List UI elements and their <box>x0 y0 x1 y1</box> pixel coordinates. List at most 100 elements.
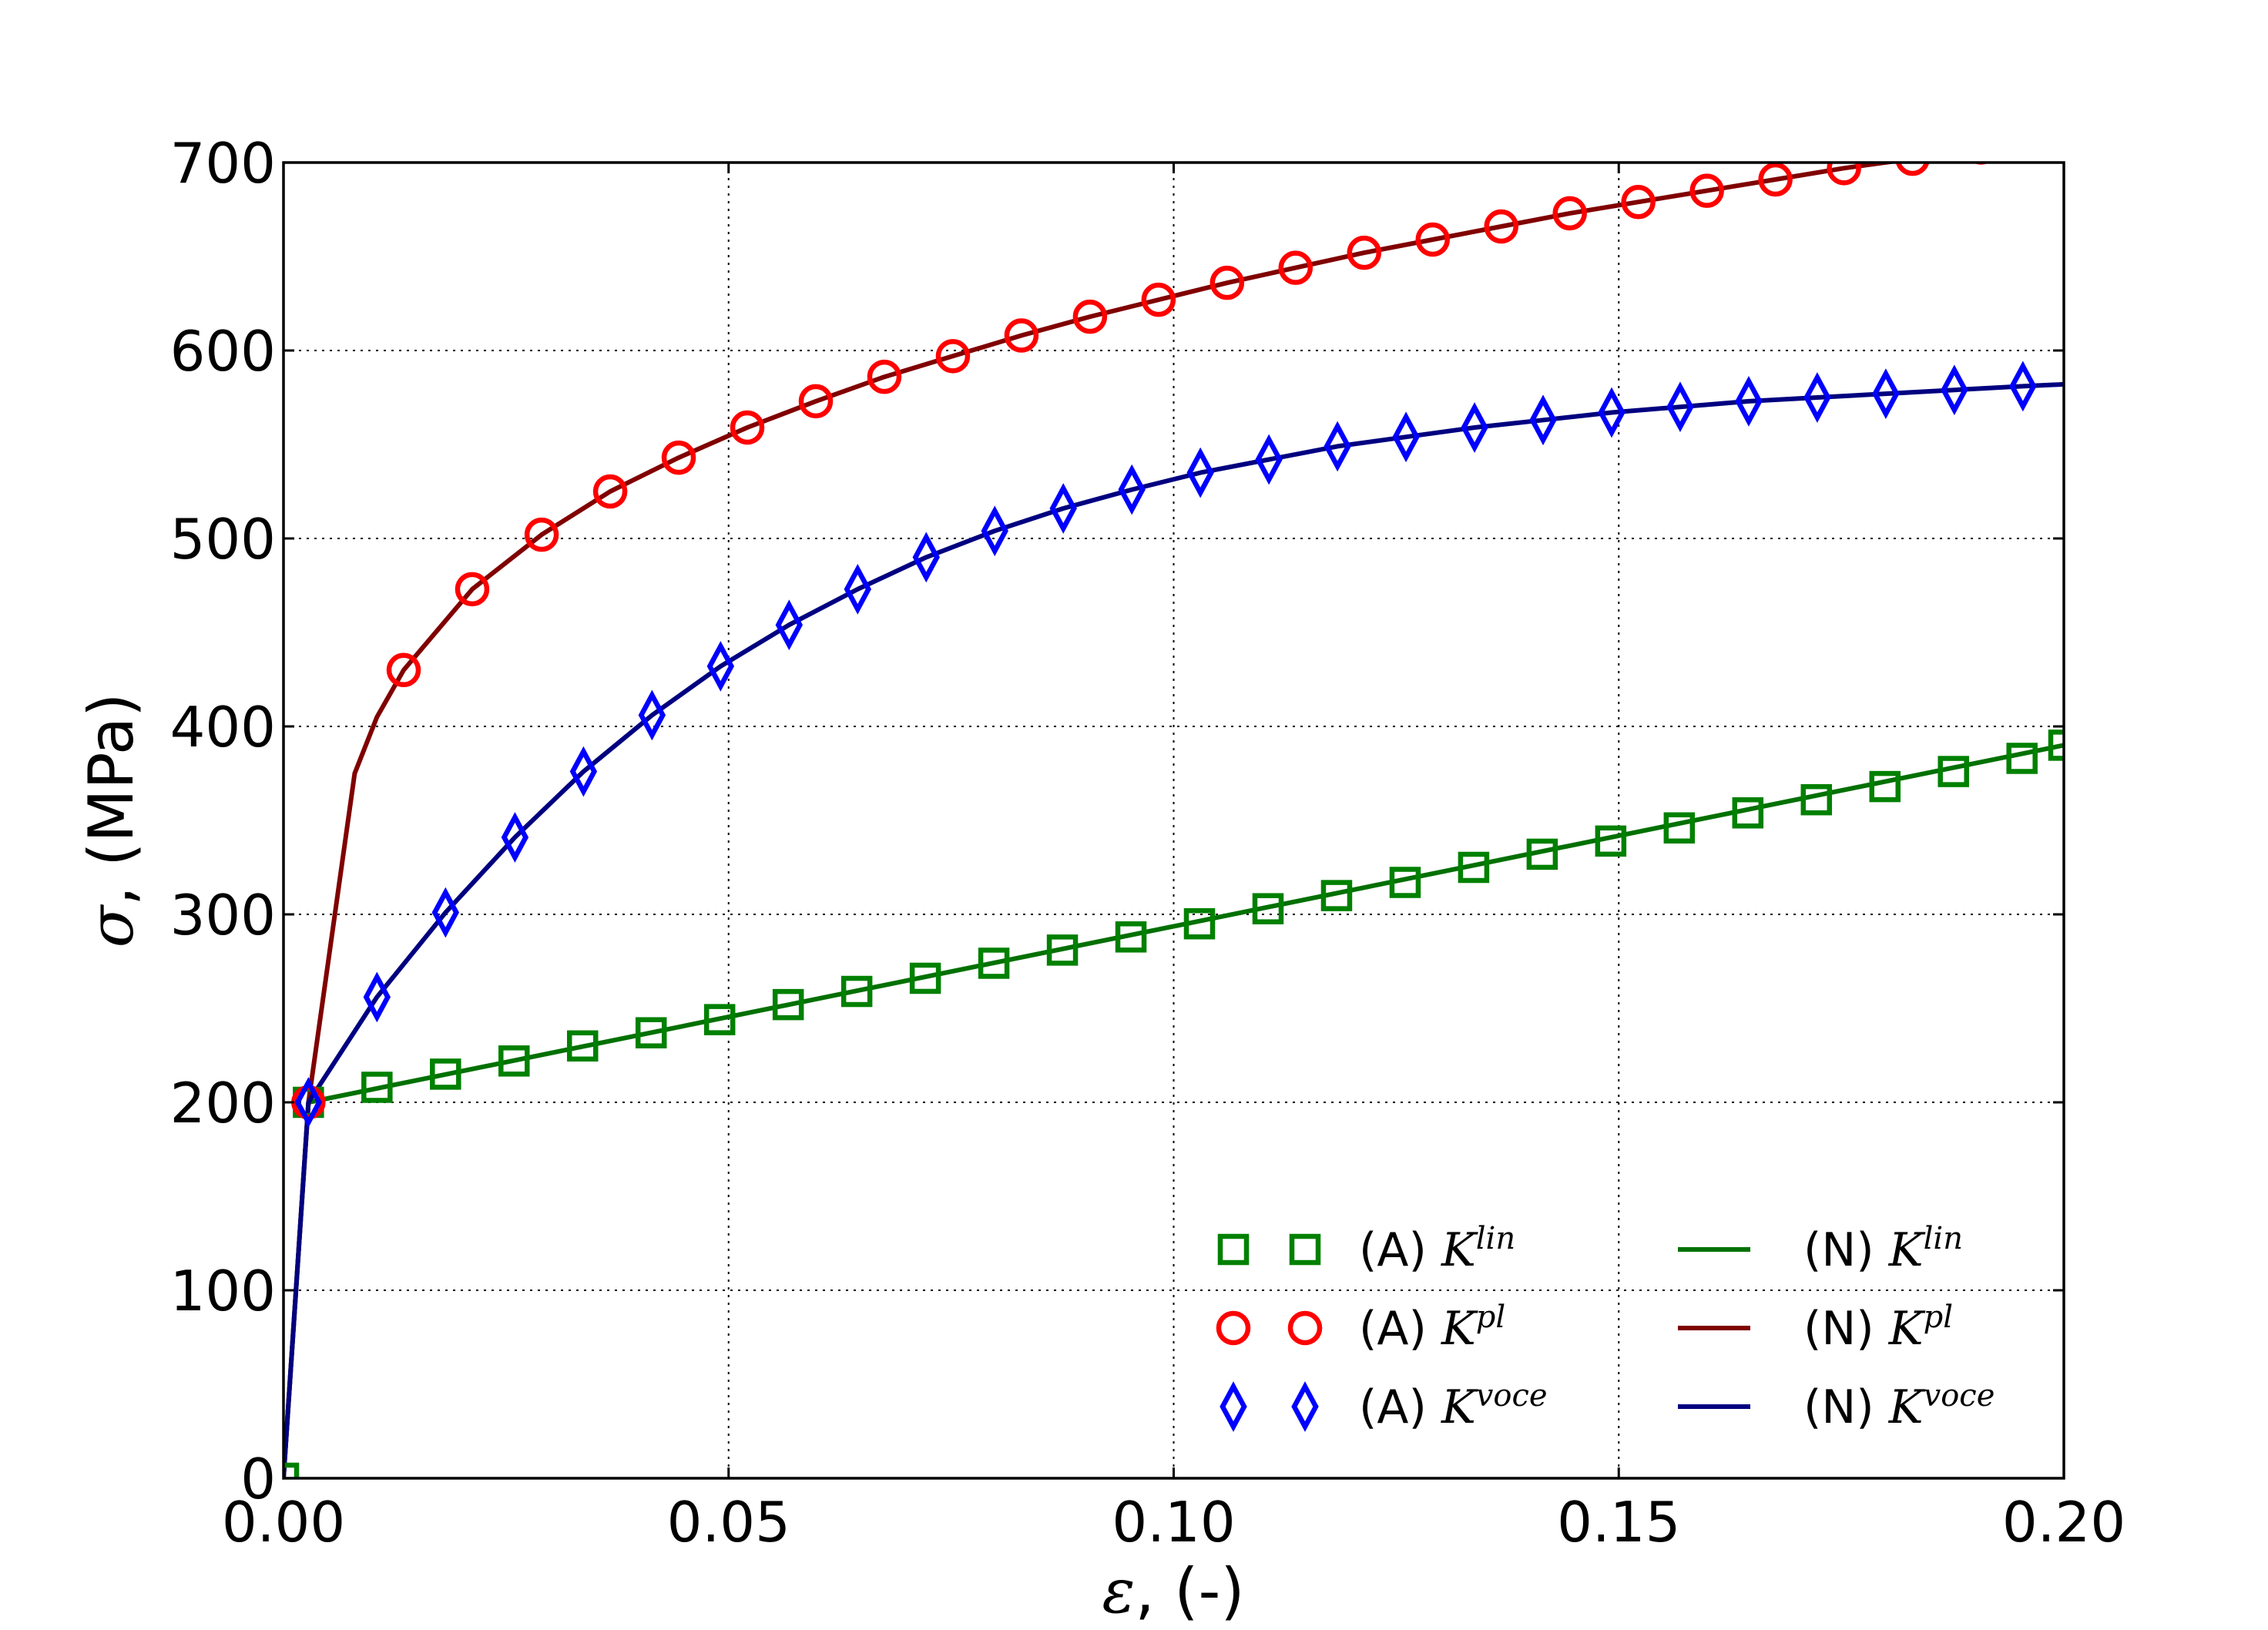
y-tick-label: 300 <box>170 883 276 947</box>
data-point-circle <box>386 652 421 688</box>
x-tick-label: 0.15 <box>1557 1490 1680 1555</box>
data-point-circle <box>1827 163 1861 186</box>
data-point-diamond <box>1735 376 1763 427</box>
data-point-diamond <box>1255 434 1283 485</box>
data-point-square <box>772 988 804 1021</box>
data-point-circle <box>1209 265 1245 300</box>
data-point-square <box>1732 797 1764 829</box>
data-point-diamond <box>363 971 391 1023</box>
y-tick-label: 400 <box>170 695 276 760</box>
data-point-circle <box>1689 173 1724 208</box>
data-point-circle <box>1278 250 1313 285</box>
series-lines <box>284 163 2064 1478</box>
x-axis-label-text: , (-) <box>1135 1555 1244 1627</box>
data-point-circle <box>1004 318 1039 353</box>
data-point-square <box>1115 921 1147 953</box>
y-tick-label: 100 <box>170 1259 276 1323</box>
data-point-square <box>1252 893 1284 924</box>
data-point-circle <box>455 572 490 607</box>
y-axis-symbol: σ <box>75 904 147 947</box>
data-point-diamond <box>1461 402 1488 453</box>
legend-label: (A) Kvoce <box>1359 1378 1548 1434</box>
data-point-circle <box>798 384 834 419</box>
data-point-circle <box>592 474 628 509</box>
y-tick-label: 0 <box>240 1447 276 1511</box>
data-point-circle <box>1484 209 1518 244</box>
data-point-square <box>1938 756 1969 787</box>
x-axis-label: ε, (-) <box>1102 1555 1244 1627</box>
x-tick-label: 0.10 <box>1112 1490 1235 1555</box>
data-point-square <box>1595 825 1627 857</box>
legend-label: (A) Klin <box>1359 1221 1515 1277</box>
data-point-diamond <box>1803 372 1831 423</box>
y-tick-label: 500 <box>170 507 276 572</box>
data-point-diamond <box>638 689 666 741</box>
data-point-circle <box>1552 196 1587 231</box>
legend-label: (A) Kpl <box>1359 1300 1505 1356</box>
data-point-diamond <box>1049 483 1077 534</box>
axis-ticks: 0.00 0.05 0.10 0.15 0.20 0 100 200 300 400 500 600 7… <box>170 131 2126 1555</box>
y-tick-label: 200 <box>170 1071 276 1135</box>
data-point-diamond <box>844 564 871 615</box>
y-axis-label: σ, (MPa) <box>75 693 147 948</box>
data-point-square <box>1046 934 1079 966</box>
x-tick-label: 0.00 <box>222 1490 345 1555</box>
legend-marker-square <box>1217 1233 1250 1266</box>
y-tick-label: 700 <box>170 131 276 196</box>
data-point-circle <box>661 440 696 475</box>
y-tick-label: 600 <box>170 319 276 384</box>
legend-marker-circle <box>1287 1310 1323 1346</box>
data-point-square <box>1526 838 1558 870</box>
data-point-circle <box>1141 282 1176 317</box>
data-point-circle <box>524 517 559 552</box>
data-point-diamond <box>1186 447 1214 498</box>
data-point-square <box>1869 770 1901 803</box>
data-point-square <box>978 947 1010 979</box>
data-point-diamond <box>1872 368 1900 419</box>
data-point-circle <box>935 339 971 374</box>
data-point-diamond <box>501 812 529 863</box>
data-point-circle <box>1758 163 1793 197</box>
data-point-square <box>909 962 941 994</box>
data-point-diamond <box>1941 364 1968 416</box>
data-point-circle <box>1895 163 1930 176</box>
data-point-square <box>2048 729 2064 761</box>
data-point-square <box>1663 812 1696 844</box>
data-point-diamond <box>1598 387 1626 438</box>
data-point-diamond <box>775 599 804 651</box>
x-axis-symbol: ε <box>1102 1555 1135 1627</box>
data-point-diamond <box>912 532 940 583</box>
data-point-square <box>1320 880 1353 911</box>
data-point-square <box>1183 907 1216 940</box>
data-point-diamond <box>981 505 1008 557</box>
data-point-diamond <box>706 641 735 692</box>
data-point-square <box>703 1004 736 1035</box>
data-point-circle <box>1415 222 1451 257</box>
data-point-diamond <box>431 887 459 938</box>
x-tick-label: 0.05 <box>667 1490 790 1555</box>
data-point-square <box>566 1030 599 1062</box>
legend: (A) Klin (A) Kpl (A) Kvoce (N) Klin (N) Kpl (… <box>1216 1221 1995 1434</box>
series-markers <box>284 163 2064 1478</box>
legend-marker-square <box>1289 1233 1321 1266</box>
data-point-diamond <box>1324 421 1351 472</box>
legend-marker-diamond <box>1291 1381 1319 1432</box>
legend-marker-diamond <box>1220 1381 1247 1432</box>
data-point-square <box>635 1017 667 1048</box>
data-point-diamond <box>1529 394 1557 446</box>
data-point-square <box>2006 743 2038 774</box>
data-point-square <box>1458 851 1490 884</box>
y-axis-label-text: , (MPa) <box>75 693 147 906</box>
data-point-circle <box>1621 184 1656 220</box>
data-point-circle <box>1072 299 1108 334</box>
data-point-diamond <box>569 746 598 797</box>
legend-marker-circle <box>1216 1310 1251 1346</box>
legend-label: (N) Kpl <box>1803 1300 1953 1356</box>
series-line-voce <box>284 381 2064 1478</box>
data-point-square <box>840 975 873 1008</box>
data-point-diamond <box>1118 464 1146 515</box>
data-point-diamond <box>1666 381 1694 433</box>
data-point-square <box>498 1045 530 1077</box>
